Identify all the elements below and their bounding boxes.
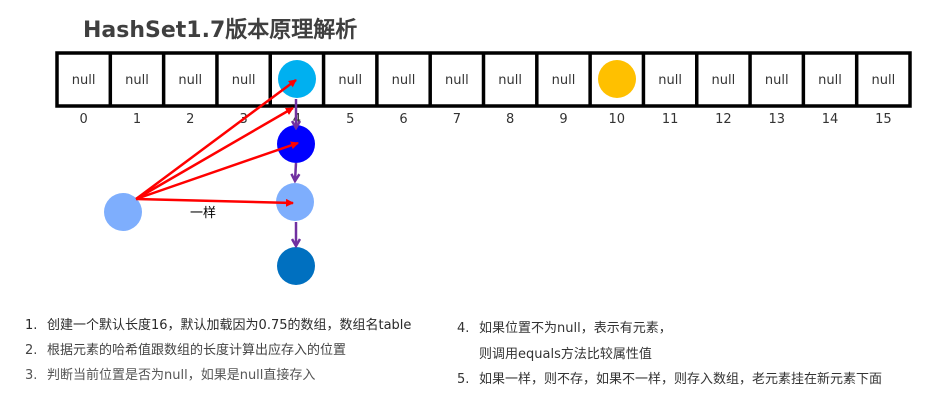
step-number: 5. [457,372,470,387]
compare-arrow [135,106,294,201]
step-text: 则调用equals方法比较属性值 [479,347,652,362]
chain-node-3 [276,183,314,221]
array-index: 1 [133,112,141,127]
step-text: 创建一个默认长度16，默认加载因为0.75的数组，数组名table [47,318,412,333]
slot4-node [278,60,316,98]
compare-arrow [135,78,297,201]
array-cell-9: null [552,73,576,88]
array-cell-8: null [498,73,522,88]
chain-node-4 [277,247,315,285]
array-cell-5: null [338,73,362,88]
array-cell-14: null [818,73,842,88]
compare-arrow [135,141,299,201]
array-cell-0: null [72,73,96,88]
array-index: 5 [346,112,354,127]
step-text: 如果一样，则不存，如果不一样，则存入数组，老元素挂在新元素下面 [479,372,883,387]
step-4: 4. 如果位置不为null，表示有元素， [457,317,672,336]
step-number: 2. [25,343,38,358]
array-index: 13 [768,112,785,127]
array-cell-12: null [712,73,736,88]
step-number: 4. [457,321,470,336]
array-index: 14 [822,112,839,127]
array-index: 9 [559,112,567,127]
new-element-node [104,193,142,231]
array-cell-13: null [765,73,789,88]
array-index: 7 [453,112,461,127]
array-cell-2: null [178,73,202,88]
same-label: 一样 [190,206,216,221]
array-index: 12 [715,112,732,127]
step-text: 判断当前位置是否为null，如果是null直接存入 [47,368,316,383]
step-4-cont: 则调用equals方法比较属性值 [457,343,652,362]
slot10-node [598,60,636,98]
step-2: 2. 根据元素的哈希值跟数组的长度计算出应存入的位置 [25,339,346,358]
array-index: 11 [662,112,679,127]
step-text: 根据元素的哈希值跟数组的长度计算出应存入的位置 [47,343,347,358]
chain-arrow [295,162,296,181]
page-title: HashSet1.7版本原理解析 [83,18,358,43]
array-cell-1: null [125,73,149,88]
step-3: 3. 判断当前位置是否为null，如果是null直接存入 [25,364,315,383]
array-index: 6 [399,112,407,127]
array-cell-15: null [871,73,895,88]
array-index: 15 [875,112,892,127]
step-number: 1. [25,318,38,333]
array-index: 8 [506,112,514,127]
step-5: 5. 如果一样，则不存，如果不一样，则存入数组，老元素挂在新元素下面 [457,368,882,387]
array-index: 10 [609,112,626,127]
array-index: 2 [186,112,194,127]
array-cell-7: null [445,73,469,88]
compare-arrow [135,197,294,207]
step-number: 3. [25,368,38,383]
step-1: 1. 创建一个默认长度16，默认加载因为0.75的数组，数组名table [25,314,411,333]
step-text: 如果位置不为null，表示有元素， [479,321,672,336]
array-index: 0 [80,112,88,127]
array-cell-3: null [232,73,256,88]
array-cell-6: null [392,73,416,88]
array-cell-11: null [658,73,682,88]
